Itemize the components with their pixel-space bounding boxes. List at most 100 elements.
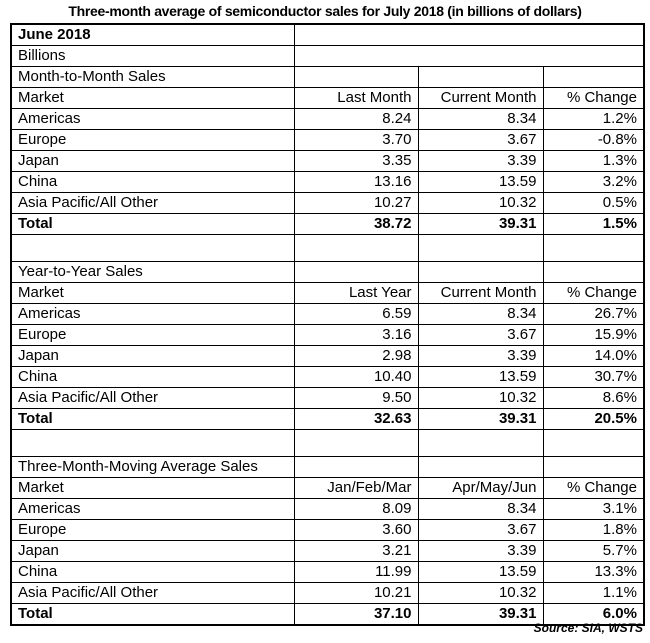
spacer-row (10, 429, 645, 457)
data-row: Asia Pacific/All Other 10.27 10.32 0.5% (10, 192, 645, 214)
value-cell: 10.40 (293, 366, 419, 388)
market-cell: Americas (10, 108, 295, 130)
market-cell: Europe (10, 129, 295, 151)
value-cell: 3.39 (417, 540, 544, 562)
data-row: China 10.40 13.59 30.7% (10, 366, 645, 388)
value-cell: 3.39 (417, 345, 544, 367)
merged-empty-cell (293, 23, 645, 46)
data-row: Europe 3.60 3.67 1.8% (10, 519, 645, 541)
market-cell: Europe (10, 324, 295, 346)
market-cell: Americas (10, 498, 295, 520)
value-cell: 9.50 (293, 387, 419, 409)
market-cell: Americas (10, 303, 295, 325)
section-title-cell: Month-to-Month Sales (10, 66, 295, 88)
spacer-cell (542, 429, 645, 457)
column-header-cell: Market (10, 282, 295, 304)
value-cell: 26.7% (542, 303, 645, 325)
total-value-cell: 39.31 (417, 213, 544, 235)
column-header-cell: Market (10, 87, 295, 109)
market-cell: Asia Pacific/All Other (10, 192, 295, 214)
value-cell: 3.60 (293, 519, 419, 541)
value-cell: 3.21 (293, 540, 419, 562)
column-header-row: Market Last Month Current Month% Change (10, 87, 645, 109)
value-cell: 1.8% (542, 519, 645, 541)
column-header-cell: Apr/May/Jun (417, 477, 544, 499)
empty-cell (417, 456, 544, 478)
total-label-cell: Total (10, 603, 295, 626)
value-cell: 8.24 (293, 108, 419, 130)
column-header-cell: Last Month (293, 87, 419, 109)
value-cell: 6.59 (293, 303, 419, 325)
spacer-cell (293, 234, 419, 262)
value-cell: 13.59 (417, 561, 544, 583)
total-value-cell: 37.10 (293, 603, 419, 626)
units-row: Billions (10, 45, 645, 67)
total-label-cell: Total (10, 213, 295, 235)
chart-title: Three-month average of semiconductor sal… (68, 3, 582, 19)
value-cell: 10.32 (417, 582, 544, 604)
value-cell: 1.1% (542, 582, 645, 604)
merged-empty-cell (293, 45, 645, 67)
value-cell: 1.2% (542, 108, 645, 130)
empty-cell (417, 261, 544, 283)
market-cell: China (10, 171, 295, 193)
data-row: Japan 3.21 3.39 5.7% (10, 540, 645, 562)
spacer-cell (542, 234, 645, 262)
spacer-cell (10, 234, 295, 262)
value-cell: 3.67 (417, 129, 544, 151)
column-header-row: Market Jan/Feb/Mar Apr/May/Jun% Change (10, 477, 645, 499)
total-value-cell: 39.31 (417, 603, 544, 626)
value-cell: 8.09 (293, 498, 419, 520)
empty-cell (417, 66, 544, 88)
data-row: Japan 2.98 3.39 14.0% (10, 345, 645, 367)
value-cell: 14.0% (542, 345, 645, 367)
total-value-cell: 1.5% (542, 213, 645, 235)
empty-cell (542, 66, 645, 88)
market-cell: Japan (10, 345, 295, 367)
total-value-cell: 20.5% (542, 408, 645, 430)
column-header-cell: Current Month (417, 87, 544, 109)
value-cell: 8.34 (417, 303, 544, 325)
empty-cell (542, 261, 645, 283)
value-cell: 10.32 (417, 387, 544, 409)
market-cell: Asia Pacific/All Other (10, 582, 295, 604)
section-title-row: Month-to-Month Sales (10, 66, 645, 88)
market-cell: Japan (10, 540, 295, 562)
data-row: Asia Pacific/All Other 9.50 10.32 8.6% (10, 387, 645, 409)
total-value-cell: 32.63 (293, 408, 419, 430)
value-cell: 8.6% (542, 387, 645, 409)
column-header-cell: Jan/Feb/Mar (293, 477, 419, 499)
market-cell: Europe (10, 519, 295, 541)
empty-cell (293, 456, 419, 478)
value-cell: 3.16 (293, 324, 419, 346)
spacer-cell (417, 234, 544, 262)
total-row: Total 32.63 39.31 20.5% (10, 408, 645, 430)
value-cell: 8.34 (417, 108, 544, 130)
source-note: Source: SIA, WSTS (533, 621, 643, 635)
value-cell: 15.9% (542, 324, 645, 346)
column-header-row: Market Last Year Current Month% Change (10, 282, 645, 304)
value-cell: 3.39 (417, 150, 544, 172)
value-cell: 13.59 (417, 171, 544, 193)
data-row: Americas 6.59 8.34 26.7% (10, 303, 645, 325)
value-cell: 0.5% (542, 192, 645, 214)
data-row: Americas 8.24 8.34 1.2% (10, 108, 645, 130)
empty-cell (542, 456, 645, 478)
market-cell: China (10, 366, 295, 388)
column-header-cell: % Change (542, 87, 645, 109)
empty-cell (293, 66, 419, 88)
market-cell: Asia Pacific/All Other (10, 387, 295, 409)
data-row: China 13.16 13.59 3.2% (10, 171, 645, 193)
data-row: Europe 3.16 3.67 15.9% (10, 324, 645, 346)
data-row: Asia Pacific/All Other 10.21 10.32 1.1% (10, 582, 645, 604)
data-row: Japan 3.35 3.39 1.3% (10, 150, 645, 172)
value-cell: 5.7% (542, 540, 645, 562)
column-header-cell: Current Month (417, 282, 544, 304)
value-cell: 3.2% (542, 171, 645, 193)
empty-cell (293, 261, 419, 283)
value-cell: 3.67 (417, 324, 544, 346)
value-cell: 13.59 (417, 366, 544, 388)
data-row: Americas 8.09 8.34 3.1% (10, 498, 645, 520)
spacer-cell (10, 429, 295, 457)
